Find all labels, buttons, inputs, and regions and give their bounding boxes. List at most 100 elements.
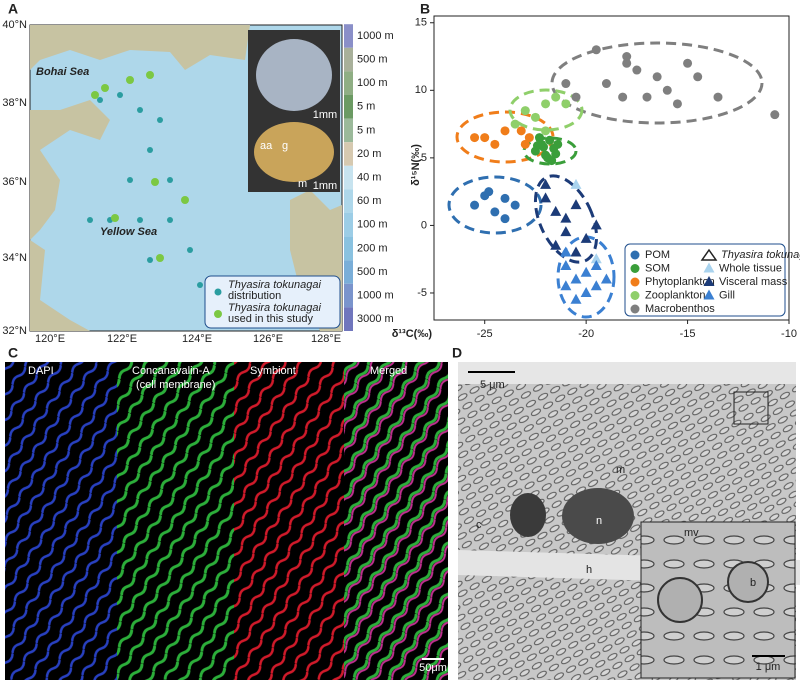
point <box>693 72 703 82</box>
lat-tick: 34°N <box>2 252 27 264</box>
panel-d: D 5 μm m c n h mv b 1 μm <box>452 345 800 680</box>
point <box>590 253 602 264</box>
point <box>545 135 555 145</box>
group-ellipse <box>508 88 584 132</box>
map-land <box>30 100 110 240</box>
depth-label: 3000 m <box>357 313 394 325</box>
depth-label: 500 m <box>357 266 388 278</box>
legend-symbol <box>630 250 640 260</box>
legend-label: Gill <box>719 289 735 301</box>
organelle <box>510 493 546 537</box>
bacterium <box>727 561 769 603</box>
point <box>532 141 542 151</box>
legend-title: Thyasira tokunagai <box>721 249 800 261</box>
lon-tick: 122°E <box>107 333 137 345</box>
point <box>590 280 602 291</box>
em-label: m <box>616 464 625 476</box>
point <box>551 149 561 159</box>
point <box>770 110 780 120</box>
group-ellipse <box>533 174 599 264</box>
dapi-image <box>5 362 117 680</box>
panel-label: A <box>8 1 18 17</box>
legend-text: used in this study <box>228 313 313 325</box>
point <box>683 58 693 68</box>
point <box>580 266 592 277</box>
legend-label: SOM <box>645 262 670 274</box>
point <box>541 126 551 136</box>
lon-tick: 128°E <box>311 333 341 345</box>
anatomy-label: m <box>298 178 307 190</box>
em-label: mv <box>684 527 699 539</box>
depth-swatch <box>344 165 353 190</box>
point <box>652 72 662 82</box>
point <box>632 65 642 75</box>
legend-symbol <box>630 291 640 300</box>
legend-symbol <box>703 289 715 300</box>
group-ellipse <box>522 136 578 166</box>
point <box>713 92 723 102</box>
anatomy-label: aa <box>260 140 273 152</box>
point <box>490 207 500 217</box>
inset-region <box>733 391 769 425</box>
point <box>642 92 652 102</box>
scale-bar: 1 μm <box>756 661 781 673</box>
point <box>570 199 582 210</box>
point <box>530 112 540 122</box>
depth-swatch <box>344 283 353 308</box>
point <box>570 246 582 257</box>
em-label: n <box>596 515 602 527</box>
plot-frame <box>433 15 790 321</box>
point <box>490 139 500 149</box>
point <box>470 200 480 210</box>
point <box>622 52 632 62</box>
point <box>590 219 602 230</box>
point <box>510 200 520 210</box>
depth-swatch <box>344 47 353 72</box>
point <box>591 45 601 55</box>
legend-label: POM <box>645 249 670 261</box>
point <box>622 58 632 68</box>
x-tick-label: -20 <box>578 328 594 340</box>
depth-swatch <box>344 307 353 331</box>
point <box>470 133 480 143</box>
point <box>516 126 526 136</box>
channel-label: Merged <box>370 365 407 377</box>
legend-text: distribution <box>228 290 281 302</box>
point <box>500 214 510 224</box>
depth-swatch <box>344 260 353 284</box>
depth-label: 1000 m <box>357 30 394 42</box>
point <box>580 286 592 297</box>
x-tick-label: -15 <box>680 328 696 340</box>
lon-tick: 120°E <box>35 333 65 345</box>
conA-image <box>117 362 234 680</box>
depth-swatch <box>344 71 353 95</box>
panel-label: C <box>8 345 18 361</box>
lon-ticks: 120°E 122°E 124°E 126°E 128°E <box>35 333 341 345</box>
point <box>550 205 562 216</box>
point <box>560 226 572 237</box>
point <box>540 192 552 203</box>
em-lumen <box>458 362 796 384</box>
panel-c: C DAPI Concanavalin-A (cell membrane) Sy… <box>5 345 448 680</box>
point <box>580 232 592 243</box>
point <box>618 92 628 102</box>
shell-image <box>256 39 332 111</box>
point <box>570 273 582 284</box>
point <box>560 259 572 270</box>
point <box>560 212 572 223</box>
legend-dot <box>214 288 222 296</box>
map-land <box>30 240 90 331</box>
anatomy-label: g <box>282 140 288 152</box>
point <box>553 139 563 149</box>
legend-dot <box>214 310 222 318</box>
lon-tick: 126°E <box>253 333 283 345</box>
point <box>550 239 562 250</box>
sea-label: Bohai Sea <box>36 66 89 78</box>
symbiont-image <box>234 362 344 680</box>
legend-symbol <box>630 277 640 287</box>
depth-label: 200 m <box>357 242 388 254</box>
legend-symbol <box>700 248 718 261</box>
lat-tick: 36°N <box>2 176 27 188</box>
y-tick-label: 0 <box>421 219 427 231</box>
